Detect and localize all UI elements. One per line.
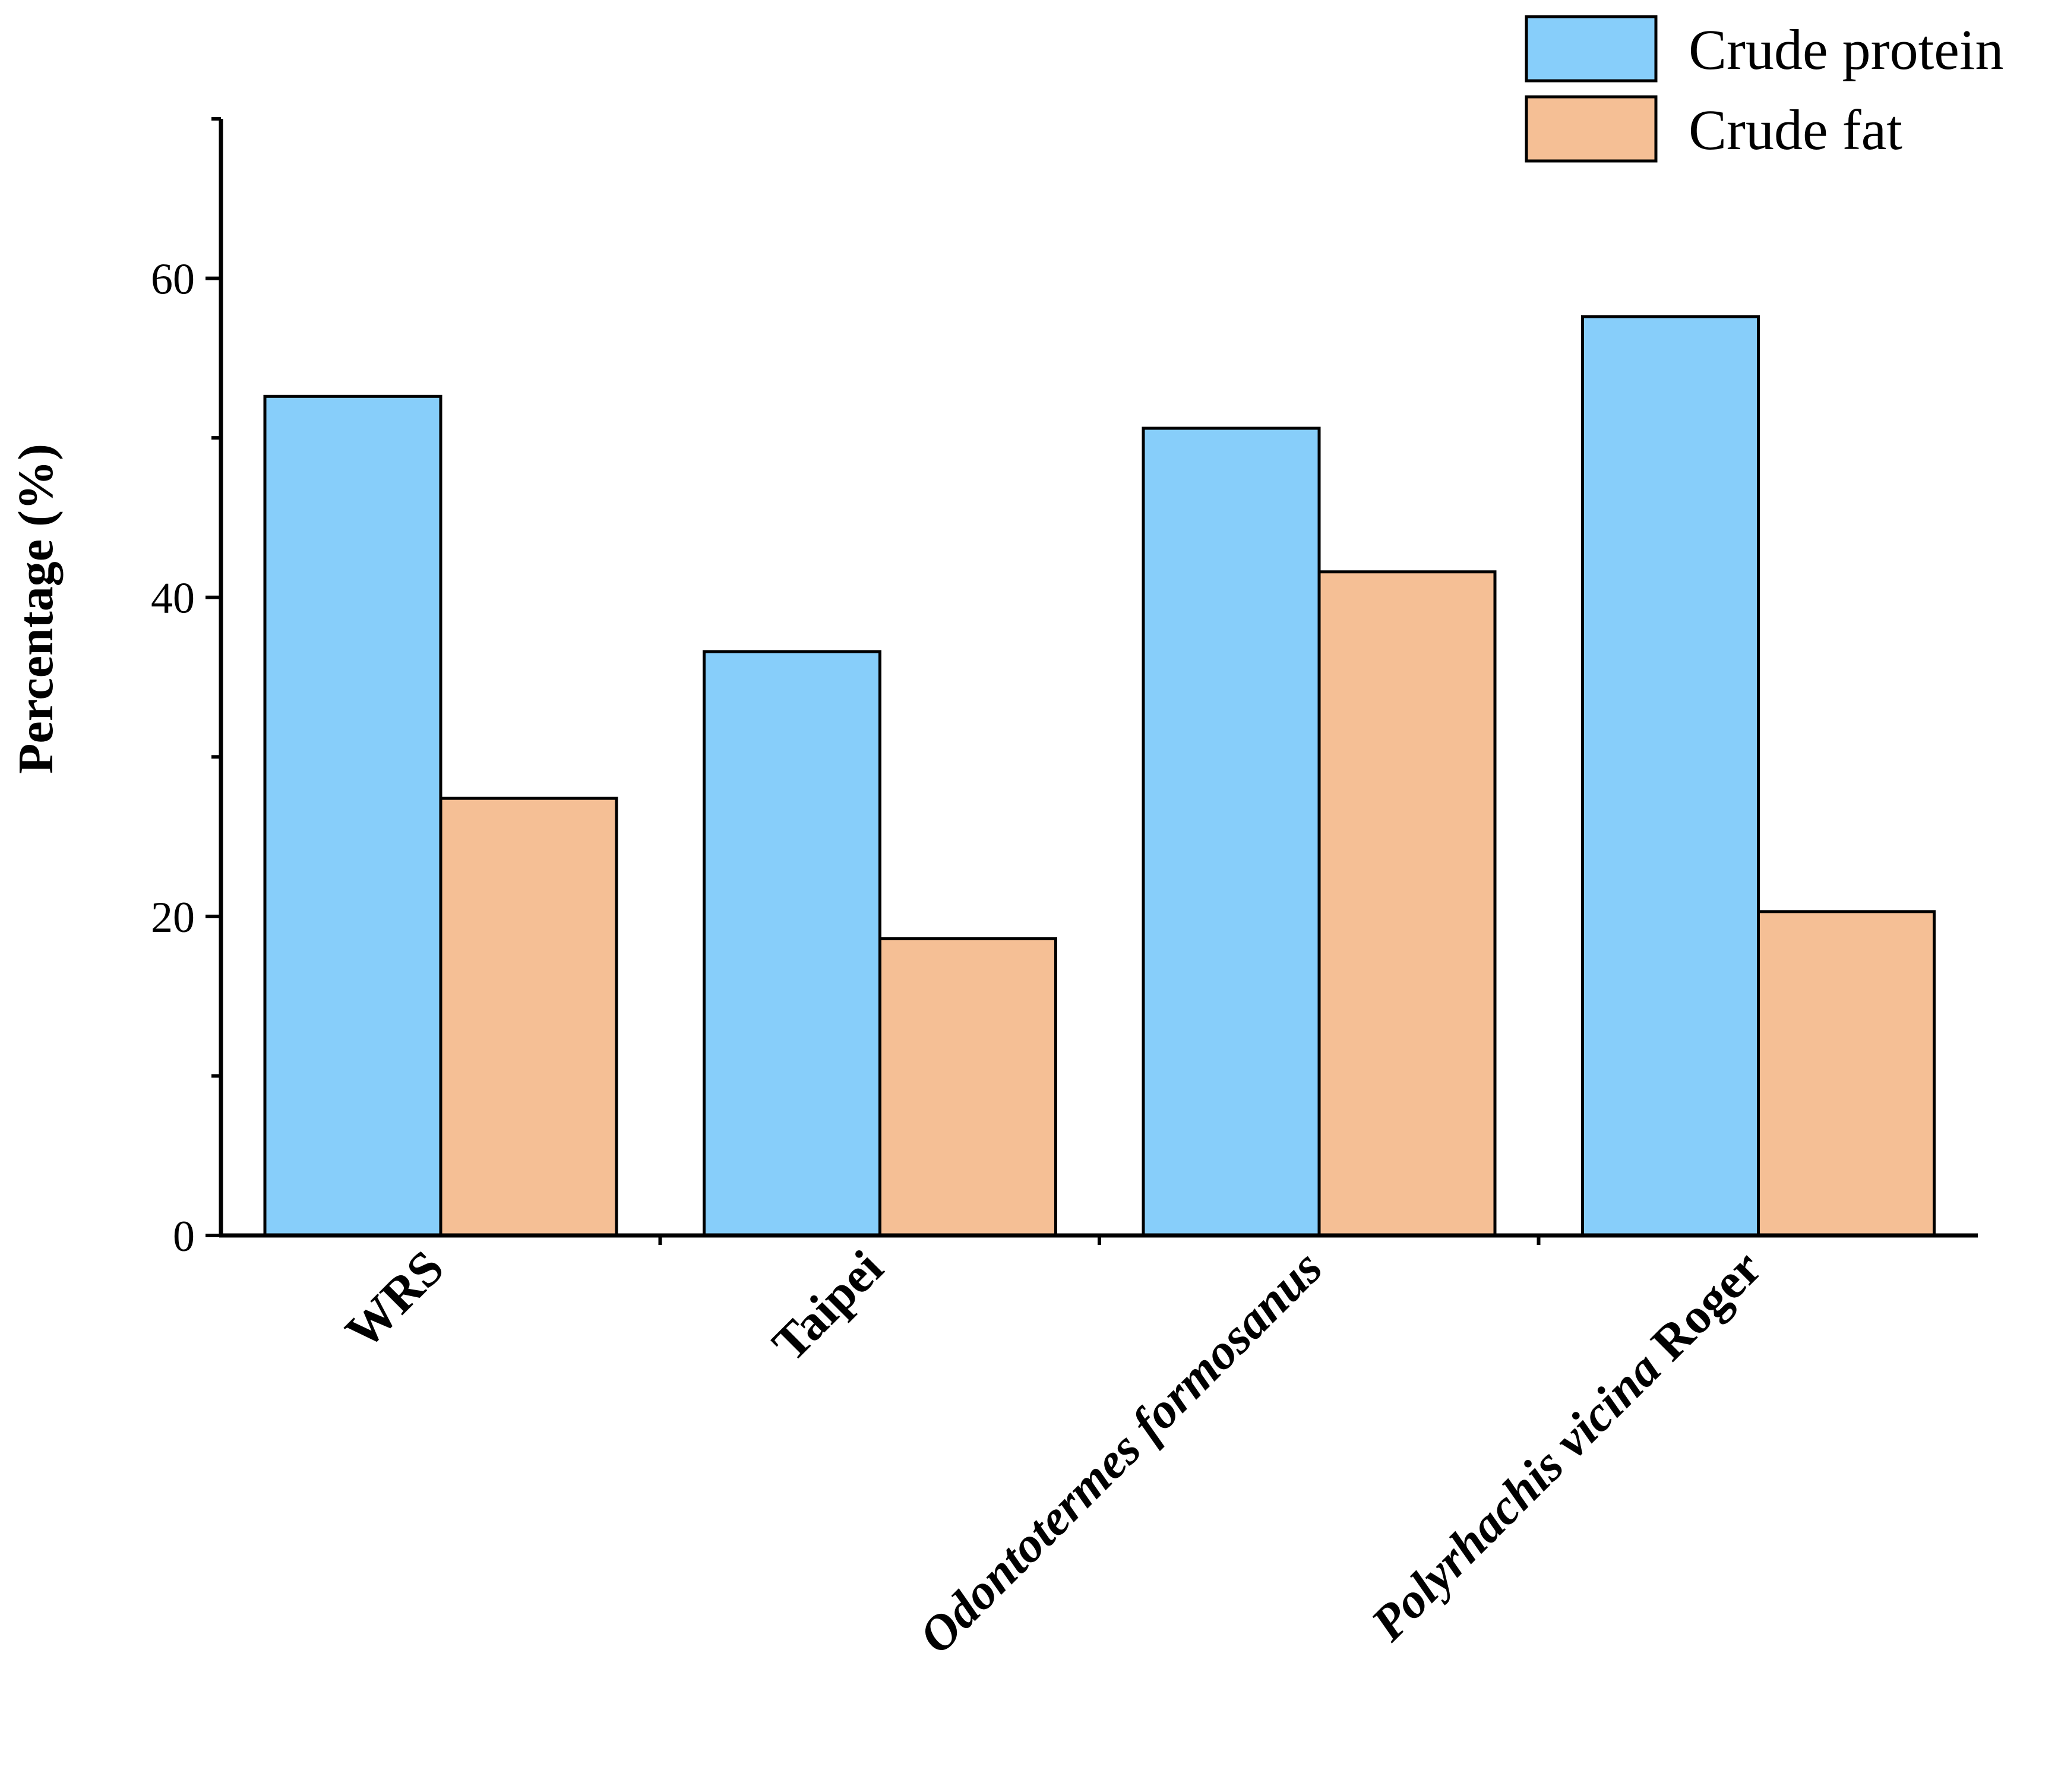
y-axis-title: Percentage (%): [8, 444, 64, 774]
y-tick-label: 60: [151, 255, 195, 304]
category-label-part: Taipei: [762, 1240, 894, 1372]
bar-crude-fat-3: [1317, 570, 1497, 1237]
legend: Crude protein Crude fat: [1525, 15, 2004, 163]
bar-crude-protein-2: [703, 650, 881, 1237]
bar-crude-protein-4: [1581, 315, 1760, 1237]
legend-swatch-crude-fat: [1525, 95, 1658, 163]
y-tick-label: 40: [151, 574, 195, 623]
legend-label-crude-protein: Crude protein: [1689, 18, 2004, 81]
legend-swatch-crude-protein: [1525, 15, 1658, 83]
y-tick-label: 20: [151, 893, 195, 942]
category-label-part: Roger: [1632, 1240, 1772, 1380]
category-label-1: WRS: [335, 1240, 454, 1360]
y-tick-label: 0: [173, 1212, 195, 1261]
bars-layer: [263, 315, 1936, 1237]
category-label-part: WRS: [335, 1240, 454, 1360]
legend-label-crude-fat: Crude fat: [1689, 98, 1902, 162]
ticks-layer: 0 20 40 60: [151, 117, 1541, 1261]
bar-crude-fat-4: [1757, 910, 1936, 1237]
category-label-2: Taipei: [762, 1240, 894, 1372]
bar-crude-fat-2: [878, 937, 1057, 1237]
category-label-3: Odontotermes formosanus: [909, 1240, 1333, 1664]
bar-crude-fat-1: [439, 797, 618, 1237]
category-label-part: Odontotermes formosanus: [909, 1240, 1333, 1664]
category-label-part: Polyrhachis vicina: [1360, 1341, 1671, 1652]
category-label-4: Polyrhachis vicina Roger: [1360, 1240, 1772, 1652]
bar-crude-protein-3: [1142, 426, 1321, 1237]
category-labels: WRS Taipei Odontotermes formosanus Polyrhac…: [335, 1240, 1772, 1664]
bar-crude-protein-1: [263, 394, 442, 1237]
